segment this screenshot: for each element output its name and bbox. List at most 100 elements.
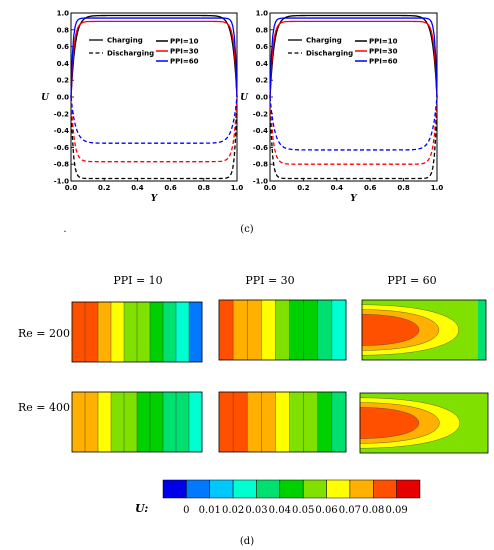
contour-band xyxy=(163,392,177,452)
contour-band xyxy=(189,392,203,452)
contour-region xyxy=(361,314,420,346)
legend-label-series: PPI=30 xyxy=(369,48,398,56)
contour-band xyxy=(98,302,112,362)
y-tick-label: 0.4 xyxy=(256,60,269,68)
charging-curve-ppi10 xyxy=(70,14,238,98)
x-tick-label: 0.8 xyxy=(397,184,410,192)
contour-re200-ppi60 xyxy=(361,299,487,361)
column-title-ppi30: PPI = 30 xyxy=(245,274,294,287)
x-tick-label: 0.4 xyxy=(331,184,344,192)
colorbar-tick-label: 0 xyxy=(183,505,189,516)
x-tick-label: 0.2 xyxy=(98,184,111,192)
contour-band xyxy=(275,392,291,452)
discharging-curve-ppi60 xyxy=(269,96,438,151)
line-chart-right: 0.0 0.2 0.4 0.6 0.8 1.0 -1.0 -0.8 -0.6 -0.4 -0.2 0.… xyxy=(240,10,443,205)
x-tick-label: 0.4 xyxy=(131,184,144,192)
panel-frame xyxy=(359,392,489,454)
panel-frame xyxy=(218,299,347,361)
charging-curve-ppi60 xyxy=(70,17,238,98)
y-tick-label: 1.0 xyxy=(256,10,269,18)
y-tick-label: -0.8 xyxy=(253,161,268,169)
charging-curve-ppi30 xyxy=(269,20,438,98)
contour-band xyxy=(233,392,248,452)
contour-band xyxy=(289,392,305,452)
legend-label-dashed: Discharging xyxy=(107,50,154,58)
contour-re400-ppi30 xyxy=(218,391,347,453)
line-chart-left: 0.0 0.2 0.4 0.6 0.8 1.0 -1.0 -0.8 -0.6 -0.4 -0.2 0.… xyxy=(41,10,243,205)
x-tick-label: 0.2 xyxy=(297,184,310,192)
x-axis-label: Y xyxy=(350,194,358,204)
contour-region xyxy=(359,407,420,439)
contour-band xyxy=(289,300,305,360)
colorbar-swatch xyxy=(279,479,304,499)
contour-band xyxy=(85,392,99,452)
colorbar-swatch xyxy=(209,479,234,499)
y-tick-label: 0.0 xyxy=(57,94,70,102)
contour-grid xyxy=(71,299,489,454)
colorbar-tick-label: 0.03 xyxy=(245,505,267,516)
contour-re400-ppi10 xyxy=(71,391,203,453)
x-tick-label: 1.0 xyxy=(231,184,244,192)
panel-frame xyxy=(71,301,203,363)
colorbar-swatch xyxy=(302,479,327,499)
contour-band xyxy=(303,300,319,360)
contour-band xyxy=(85,302,99,362)
caption-dot: . xyxy=(63,224,66,235)
discharging-curve-ppi10 xyxy=(269,96,438,180)
y-axis-label: U xyxy=(240,93,249,103)
charging-curve-ppi30 xyxy=(70,20,238,98)
contour-re200-ppi30 xyxy=(218,299,347,361)
colorbar-swatch xyxy=(232,479,257,499)
contour-band xyxy=(261,300,276,360)
y-tick-label: -0.4 xyxy=(253,127,268,135)
legend-label-solid: Charging xyxy=(107,37,143,45)
legend-label-dashed: Discharging xyxy=(306,50,353,58)
y-tick-label: 0.8 xyxy=(57,26,70,34)
y-tick-label: 0.2 xyxy=(256,77,269,85)
colorbar-swatch xyxy=(373,479,397,499)
row-label-re200: Re = 200 xyxy=(18,327,70,340)
colorbar-tick-label: 0.01 xyxy=(199,505,221,516)
y-tick-label: -0.6 xyxy=(253,144,268,152)
caption-d: (d) xyxy=(240,536,254,547)
contour-band xyxy=(331,392,347,452)
colorbar-tick-label: 0.04 xyxy=(269,505,291,516)
column-title-ppi60: PPI = 60 xyxy=(387,274,436,287)
colorbar-label: U: xyxy=(135,502,148,515)
legend-label-solid: Charging xyxy=(306,37,342,45)
colorbar-swatch xyxy=(396,479,421,499)
contour-re200-ppi10 xyxy=(71,301,203,363)
colorbar-swatch xyxy=(256,479,281,499)
contour-band xyxy=(247,300,262,360)
x-tick-label: 1.0 xyxy=(431,184,444,192)
column-title-ppi10: PPI = 10 xyxy=(113,274,162,287)
contour-band xyxy=(478,300,486,360)
y-tick-label: -1.0 xyxy=(253,178,268,186)
y-tick-label: -0.8 xyxy=(54,161,69,169)
y-tick-label: -1.0 xyxy=(54,178,69,186)
contour-band xyxy=(72,392,86,452)
discharging-curve-ppi60 xyxy=(70,96,238,144)
contour-band xyxy=(247,392,262,452)
discharging-curve-ppi30 xyxy=(70,96,238,163)
contour-band xyxy=(72,302,86,362)
y-tick-label: -0.2 xyxy=(54,110,69,118)
contour-band xyxy=(111,302,125,362)
contour-band xyxy=(137,302,151,362)
contour-band xyxy=(317,300,333,360)
contour-band xyxy=(150,392,164,452)
colorbar-swatch xyxy=(162,479,187,499)
row-label-re400: Re = 400 xyxy=(18,401,70,414)
contour-band xyxy=(303,392,319,452)
colorbar-tick-label: 0.06 xyxy=(315,505,337,516)
discharging-curve-ppi10 xyxy=(70,96,238,180)
y-tick-label: 0.2 xyxy=(57,77,70,85)
legend-label-series: PPI=60 xyxy=(369,58,398,66)
contour-band xyxy=(150,302,164,362)
colorbar-swatch xyxy=(186,479,210,499)
contour-band xyxy=(189,302,203,362)
colorbar-tick-label: 0.05 xyxy=(292,505,314,516)
contour-band xyxy=(176,302,190,362)
plot-frame xyxy=(70,12,238,182)
